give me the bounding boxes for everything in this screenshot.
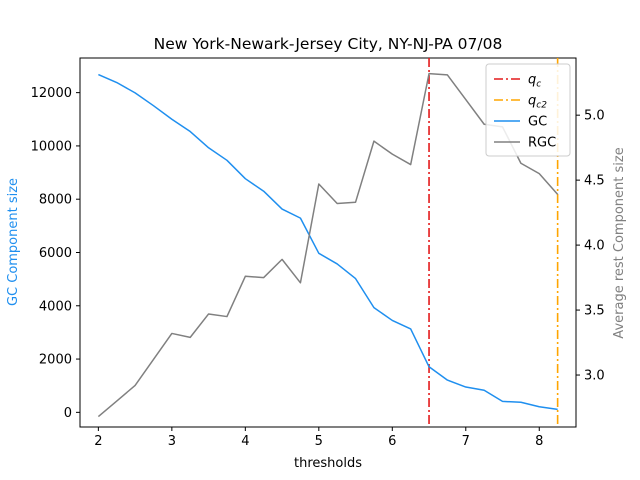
series-line-rgc bbox=[97, 72, 559, 418]
y-left-tick-label: 0 bbox=[64, 406, 72, 421]
legend: qc qc2 GC RGC bbox=[485, 63, 571, 157]
y-right-tick-label: 4.0 bbox=[584, 239, 605, 254]
series-line-gc bbox=[98, 73, 558, 411]
x-axis: 2 3 4 5 6 7 8 bbox=[94, 427, 543, 449]
y-left-tick-label: 8000 bbox=[39, 193, 72, 208]
x-tick-label: 5 bbox=[315, 434, 323, 449]
x-tick-label: 7 bbox=[462, 434, 470, 449]
y-right-axis-label: Average rest Component size bbox=[612, 147, 627, 338]
y-left-axis: 0 2000 4000 6000 8000 10000 12000 bbox=[31, 86, 80, 421]
y-right-tick-label: 5.0 bbox=[584, 109, 605, 124]
plot-frame bbox=[79, 57, 577, 428]
y-left-tick-label: 2000 bbox=[39, 353, 72, 368]
y-right-tick-label: 3.5 bbox=[584, 304, 605, 319]
legend-label: RGC bbox=[528, 136, 556, 151]
series-layer bbox=[97, 72, 559, 418]
y-left-tick-label: 4000 bbox=[39, 299, 72, 314]
legend-label: qc2 bbox=[528, 94, 547, 111]
legend-box bbox=[485, 63, 571, 157]
legend-label: GC bbox=[528, 115, 547, 130]
y-left-tick-label: 6000 bbox=[39, 246, 72, 261]
x-axis-label: thresholds bbox=[294, 456, 362, 471]
y-right-tick-label: 4.5 bbox=[584, 174, 605, 189]
y-left-tick-label: 10000 bbox=[31, 139, 72, 154]
y-left-tick-label: 12000 bbox=[31, 86, 72, 101]
y-left-axis-label: GC Component size bbox=[6, 178, 21, 306]
legend-label: qc bbox=[528, 73, 541, 90]
x-tick-label: 6 bbox=[388, 434, 396, 449]
x-tick-label: 3 bbox=[168, 434, 176, 449]
x-tick-label: 2 bbox=[94, 434, 102, 449]
x-tick-label: 4 bbox=[241, 434, 249, 449]
chart-title: New York-Newark-Jersey City, NY-NJ-PA 07… bbox=[154, 35, 503, 53]
y-right-tick-label: 3.0 bbox=[584, 369, 605, 384]
y-right-axis: 3.0 3.5 4.0 4.5 5.0 bbox=[576, 109, 605, 384]
x-tick-label: 8 bbox=[535, 434, 543, 449]
